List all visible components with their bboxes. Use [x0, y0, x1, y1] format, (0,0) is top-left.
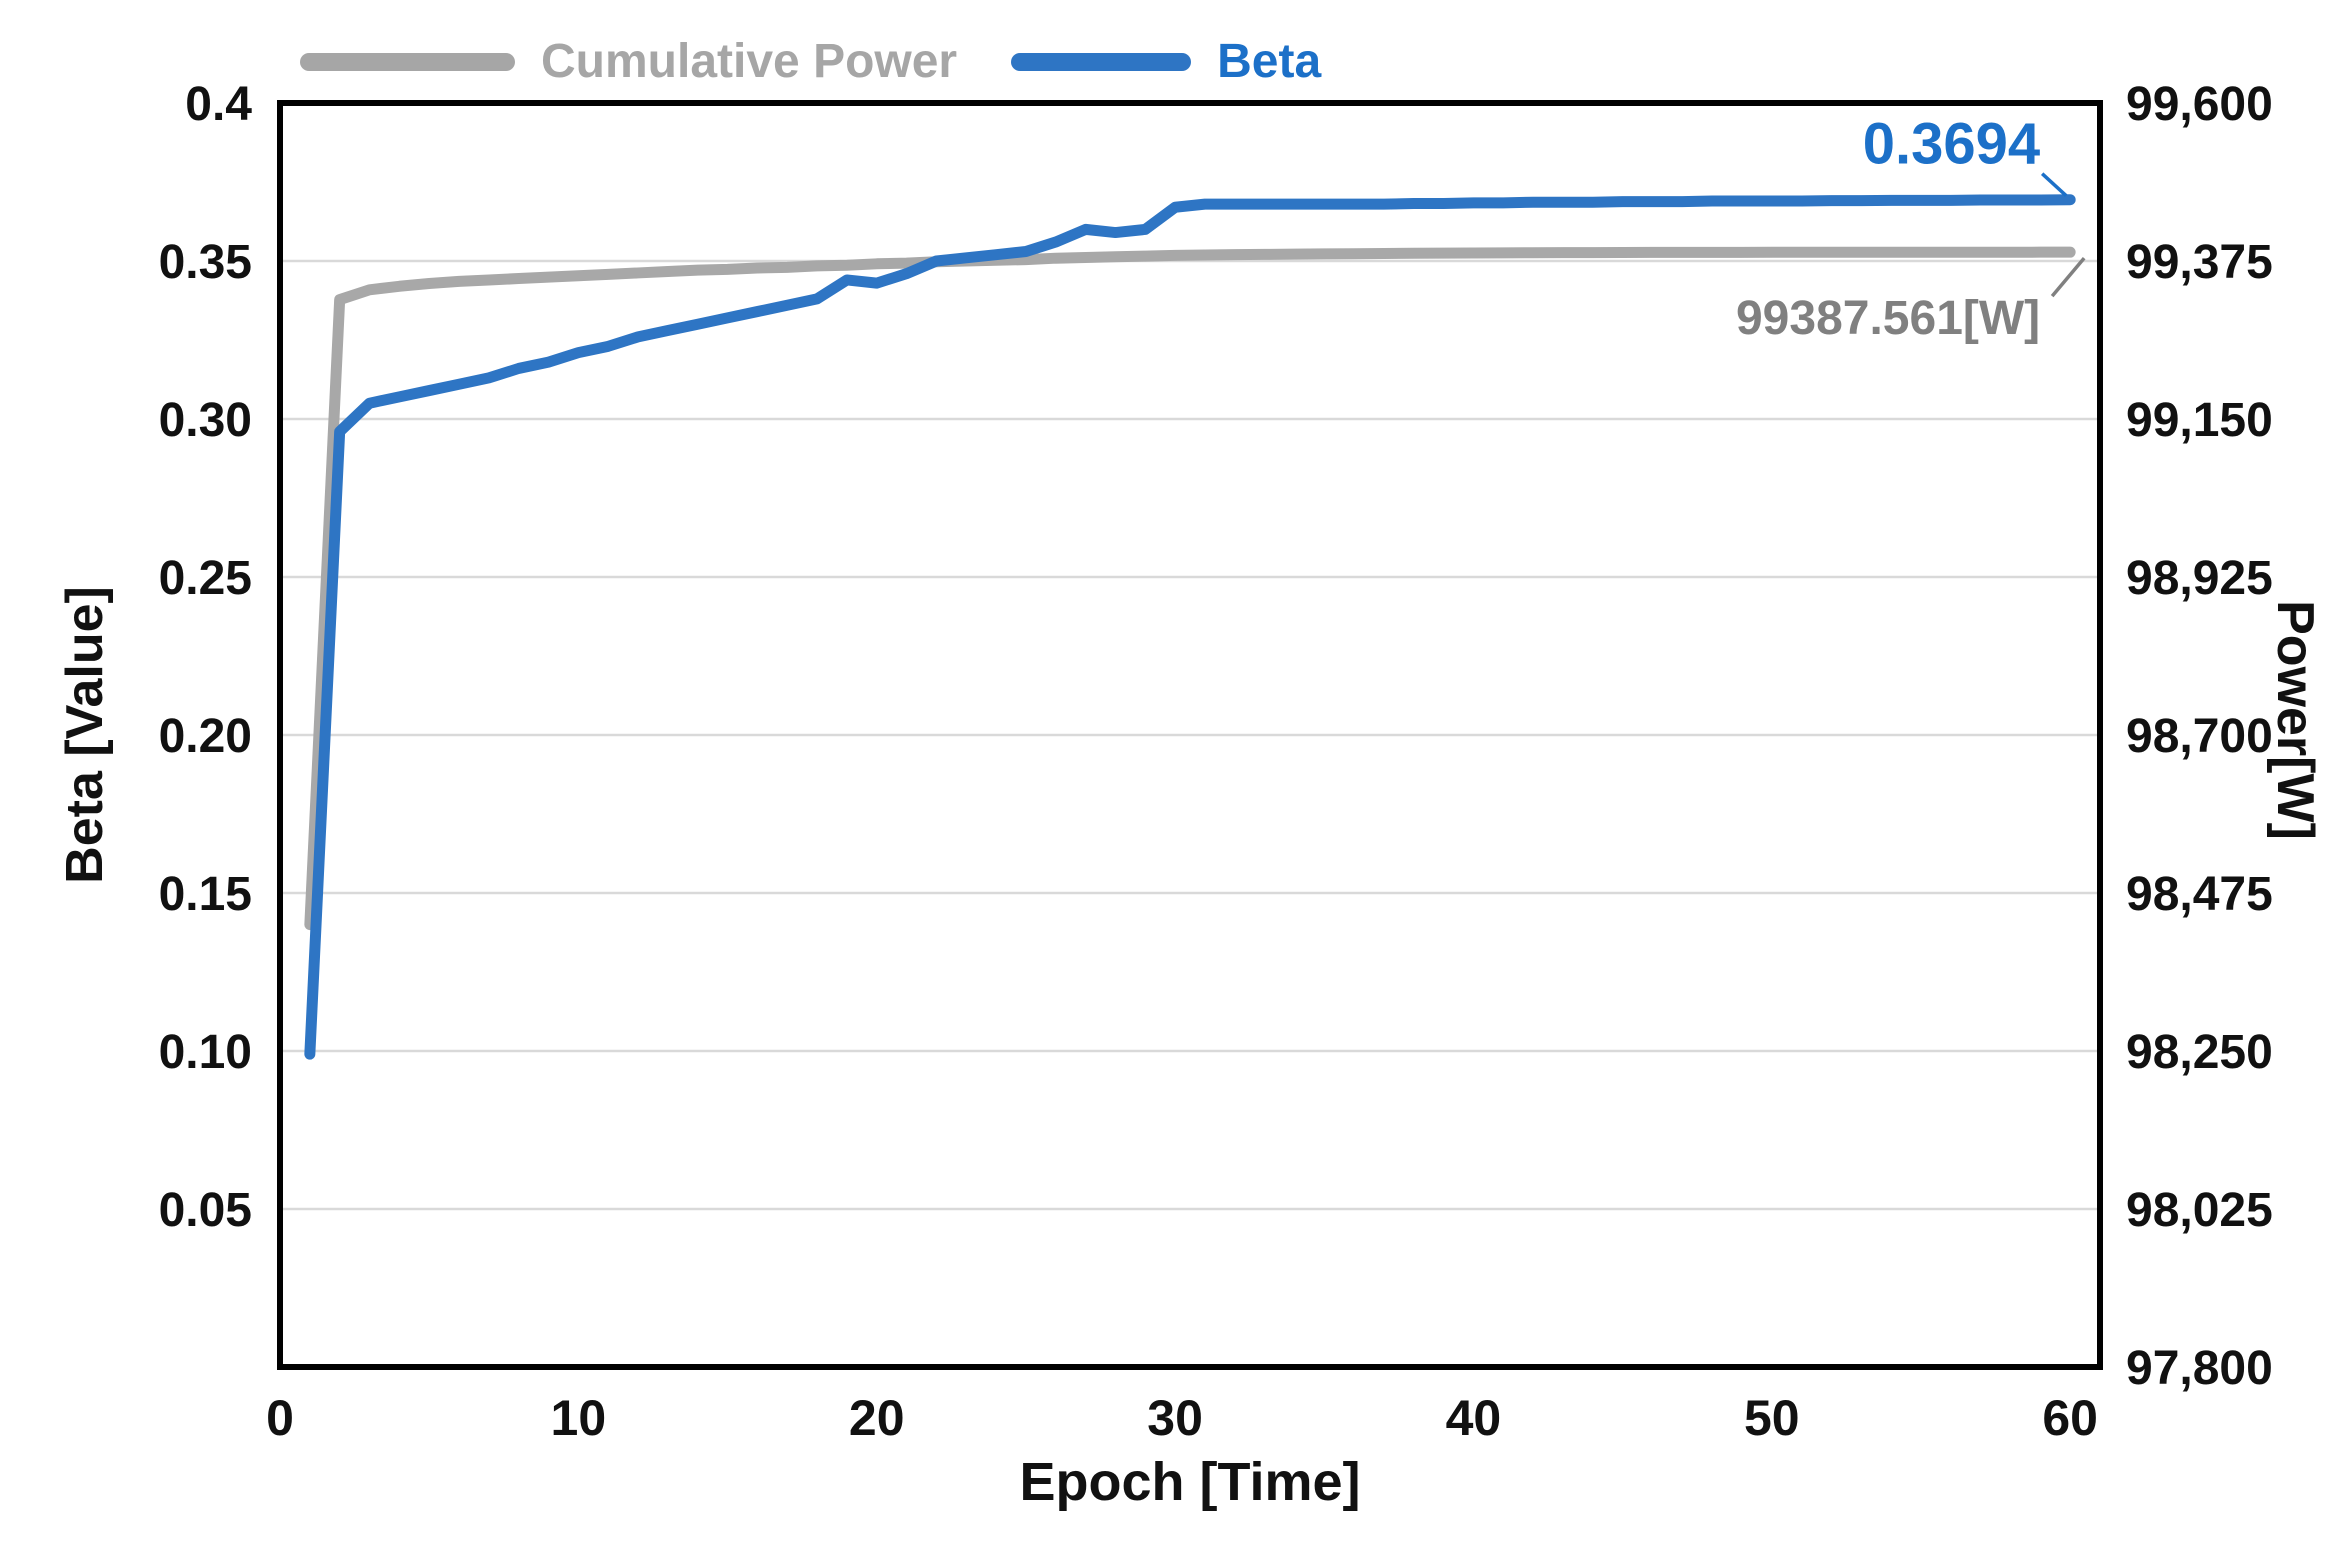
- plot-border: [277, 100, 2103, 1370]
- x-axis-tick-label: 10: [551, 1390, 607, 1446]
- right-axis-tick-label: 98,475: [2126, 868, 2273, 921]
- right-axis-tick-label: 99,375: [2126, 236, 2273, 289]
- beta-line: [304, 194, 2076, 1060]
- cumulative-power-line: [304, 246, 2076, 931]
- legend-swatch-cumulative-power: [300, 52, 515, 71]
- right-axis-tick-label: 98,700: [2126, 710, 2273, 763]
- right-axis-tick-label: 99,150: [2126, 394, 2273, 447]
- right-axis-tick-label: 98,925: [2126, 552, 2273, 605]
- right-axis-tick-label: 98,025: [2126, 1184, 2273, 1237]
- power-final-value-label: 99387.561[W]: [1736, 292, 2040, 345]
- right-axis-tick-label: 98,250: [2126, 1026, 2273, 1079]
- beta-annotation-leader: [2040, 172, 2068, 197]
- x-axis-tick-label: 20: [849, 1390, 905, 1446]
- left-axis-tick-label: 0.35: [159, 236, 252, 289]
- x-axis-title: Epoch [Time]: [1019, 1452, 1361, 1512]
- beta-final-value-label: 0.3694: [1863, 112, 2040, 177]
- legend-label-cumulative-power: Cumulative Power: [541, 35, 958, 88]
- legend-swatch-beta: [1011, 52, 1192, 71]
- left-axis-tick-label: 0.30: [159, 394, 252, 447]
- legend: Cumulative Power Beta: [300, 34, 1321, 89]
- legend-label-beta: Beta: [1217, 35, 1322, 88]
- power-annotation-leader: [2050, 257, 2086, 298]
- left-axis-tick-label: 0.25: [159, 552, 252, 605]
- x-axis-tick-label: 50: [1744, 1390, 1800, 1446]
- x-axis-tick-label: 40: [1446, 1390, 1502, 1446]
- x-axis-tick-label: 60: [2042, 1390, 2098, 1446]
- x-axis-tick-label: 30: [1147, 1390, 1203, 1446]
- left-axis-tick-label: 0.15: [159, 868, 252, 921]
- left-axis-tick-label: 0.4: [185, 78, 252, 131]
- x-axis-tick-label: 0: [266, 1390, 294, 1446]
- left-axis-tick-label: 0.20: [159, 710, 252, 763]
- right-axis-tick-label: 99,600: [2126, 78, 2273, 131]
- left-axis-tick-label: 0.05: [159, 1184, 252, 1237]
- right-axis-tick-label: 97,800: [2126, 1342, 2273, 1395]
- left-axis-tick-label: 0.10: [159, 1026, 252, 1079]
